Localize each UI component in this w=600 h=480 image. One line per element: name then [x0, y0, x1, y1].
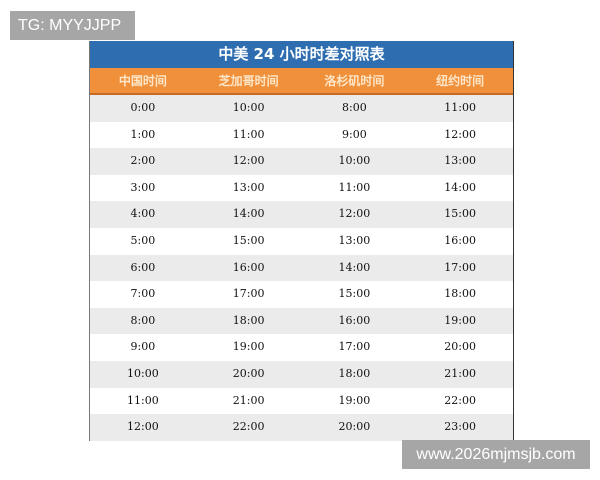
table-cell: 20:00: [444, 340, 476, 354]
table-row: 0:00 10:00 8:00 11:00: [90, 95, 513, 122]
table-cell: 10:00: [338, 154, 371, 168]
table-row: 11:00 21:00 19:00 22:00: [90, 387, 513, 415]
table-cell: 11:00: [232, 127, 265, 141]
table-cell: 3:00: [130, 180, 156, 194]
watermark-tg: TG: MYYJJPP: [10, 11, 135, 40]
table-cell: 4:00: [130, 207, 156, 221]
table-cell: 15:00: [338, 287, 371, 301]
table-cell: 5:00: [130, 233, 156, 247]
table-cell: 17:00: [232, 287, 265, 301]
table-cell: 10:00: [127, 366, 159, 380]
table-cell: 12:00: [127, 420, 159, 434]
table-row: 2:00 12:00 10:00 13:00: [90, 148, 513, 175]
table-cell: 11:00: [127, 393, 159, 407]
table-cell: 16:00: [444, 233, 476, 247]
table-row: 6:00 16:00 14:00 17:00: [90, 254, 513, 282]
table-cell: 14:00: [444, 180, 476, 194]
table-cell: 12:00: [444, 127, 476, 141]
table-cell: 12:00: [338, 207, 371, 221]
table-title: 中美 24 小时时差对照表: [90, 41, 513, 68]
table-cell: 19:00: [338, 393, 371, 407]
table-cell: 23:00: [444, 420, 476, 434]
header-chicago: 芝加哥时间: [218, 74, 279, 88]
table-cell: 8:00: [130, 313, 156, 327]
table-cell: 15:00: [444, 207, 476, 221]
table-row: 1:00 11:00 9:00 12:00: [90, 121, 513, 149]
table-cell: 18:00: [232, 313, 265, 327]
table-cell: 22:00: [444, 393, 476, 407]
table-cell: 17:00: [444, 260, 476, 274]
table-cell: 16:00: [232, 260, 265, 274]
table-row: 10:00 20:00 18:00 21:00: [90, 360, 513, 388]
table-body: 0:00 10:00 8:00 11:00 1:00 11:00 9:00 12:00 2:00…: [90, 95, 513, 441]
table-cell: 18:00: [444, 287, 476, 301]
table-cell: 9:00: [342, 127, 367, 141]
table-cell: 22:00: [232, 420, 265, 434]
table-cell: 15:00: [232, 233, 265, 247]
table-cell: 19:00: [444, 313, 476, 327]
table-cell: 8:00: [342, 101, 367, 114]
table-cell: 20:00: [232, 366, 265, 380]
table-cell: 20:00: [338, 420, 371, 434]
table-row: 8:00 18:00 16:00 19:00: [90, 307, 513, 335]
table-cell: 13:00: [232, 180, 265, 194]
table-header: 中国时间 芝加哥时间 洛杉矶时间 纽约时间: [90, 68, 513, 95]
header-china: 中国时间: [118, 74, 167, 88]
time-difference-table: 中美 24 小时时差对照表 中国时间 芝加哥时间 洛杉矶时间 纽约时间 0:00…: [89, 41, 514, 441]
table-cell: 7:00: [130, 287, 156, 301]
table-cell: 11:00: [338, 180, 371, 194]
table-cell: 1:00: [130, 127, 156, 141]
table-row: 5:00 15:00 13:00 16:00: [90, 227, 513, 255]
table-cell: 18:00: [338, 366, 371, 380]
table-cell: 9:00: [130, 340, 156, 354]
table-cell: 21:00: [444, 366, 476, 380]
table-cell: 11:00: [444, 101, 476, 114]
table-cell: 6:00: [130, 260, 156, 274]
table-row: 9:00 19:00 17:00 20:00: [90, 334, 513, 361]
table-cell: 10:00: [232, 101, 265, 114]
table-row: 12:00 22:00 20:00 23:00: [90, 414, 513, 441]
header-new-york: 纽约时间: [436, 74, 485, 88]
table-cell: 13:00: [338, 233, 371, 247]
table-cell: 17:00: [338, 340, 371, 354]
table-row: 3:00 13:00 11:00 14:00: [90, 174, 513, 202]
table-row: 4:00 14:00 12:00 15:00: [90, 201, 513, 228]
table-row: 7:00 17:00 15:00 18:00: [90, 281, 513, 308]
table-cell: 0:00: [130, 101, 156, 114]
table-cell: 13:00: [444, 154, 476, 168]
watermark-site: www.2026mjmsjb.com: [402, 440, 590, 469]
table-cell: 21:00: [232, 393, 265, 407]
table-cell: 16:00: [338, 313, 371, 327]
table-cell: 2:00: [130, 154, 156, 168]
header-los-angeles: 洛杉矶时间: [324, 74, 385, 88]
table-cell: 14:00: [338, 260, 371, 274]
table-cell: 14:00: [232, 207, 265, 221]
table-cell: 19:00: [232, 340, 265, 354]
table-cell: 12:00: [232, 154, 265, 168]
